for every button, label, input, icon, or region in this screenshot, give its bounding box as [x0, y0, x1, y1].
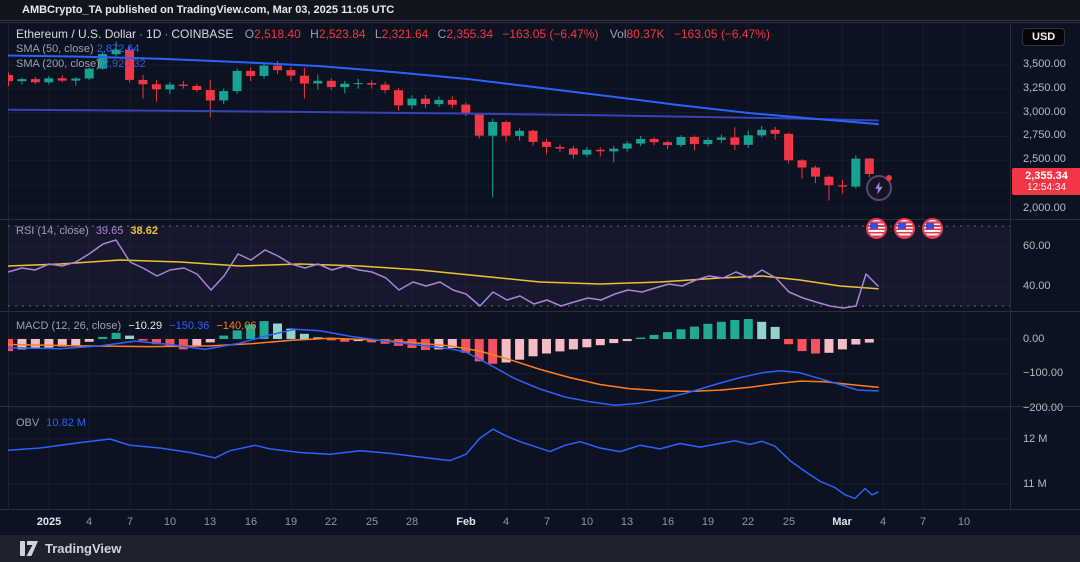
event-flag-icon[interactable]	[866, 218, 887, 239]
rsi-ma-value: 38.62	[130, 225, 158, 237]
publish-banner: AMBCrypto_TA published on TradingView.co…	[0, 0, 1080, 21]
open-label: O	[244, 27, 255, 41]
time-label: 25	[365, 516, 379, 528]
bar-countdown: 12:54:34	[1027, 182, 1066, 193]
alert-lightning-icon[interactable]	[866, 175, 892, 201]
time-label: 22	[324, 516, 338, 528]
macd-line-value: −150.36	[169, 320, 210, 332]
symbol-legend[interactable]: Ethereum / U.S. Dollar · 1D · COINBASE O2,51…	[16, 27, 770, 72]
tradingview-logo-icon[interactable]	[20, 541, 38, 556]
obv-value: 10.82 M	[46, 417, 87, 429]
close-label: C	[437, 27, 447, 41]
obv-label: OBV	[16, 417, 40, 429]
currency-toggle[interactable]: USD	[1022, 28, 1066, 46]
axis-label: 2,000.00	[1023, 202, 1066, 214]
axis-label: 0.00	[1023, 333, 1045, 345]
time-label: 7	[919, 516, 927, 528]
axis-label: 3,500.00	[1023, 58, 1066, 70]
axis-label: 2,500.00	[1023, 153, 1066, 165]
time-label: 2025	[36, 516, 62, 528]
time-label: 10	[580, 516, 594, 528]
separator-dot: ·	[164, 27, 169, 41]
macd-hist-value: −10.29	[128, 320, 163, 332]
axis-label: 3,000.00	[1023, 106, 1066, 118]
change-value: −163.05 (−6.47%)	[502, 27, 599, 41]
time-label: 10	[957, 516, 971, 528]
time-label: 19	[284, 516, 298, 528]
time-label: 22	[741, 516, 755, 528]
low-value: 2,321.64	[381, 27, 429, 41]
macd-label: MACD (12, 26, close)	[16, 320, 122, 332]
axis-label: 11 M	[1023, 478, 1047, 490]
sma50-label: SMA (50, close)	[16, 43, 94, 55]
time-label: 13	[620, 516, 634, 528]
pane-separator[interactable]	[0, 406, 1080, 407]
axis-label: 60.00	[1023, 240, 1051, 252]
event-flag-icon[interactable]	[922, 218, 943, 239]
sma200-legend[interactable]: SMA (200, close) 2,920.32	[16, 57, 770, 71]
axis-label: 3,250.00	[1023, 82, 1066, 94]
exchange-label: COINBASE	[171, 27, 234, 41]
rsi-value: 39.65	[95, 225, 124, 237]
time-label: 4	[879, 516, 887, 528]
time-label: 25	[782, 516, 796, 528]
publish-banner-text: AMBCrypto_TA published on TradingView.co…	[22, 4, 395, 16]
rsi-label: RSI (14, close)	[16, 225, 89, 237]
time-label: 16	[661, 516, 675, 528]
symbol-title[interactable]: Ethereum / U.S. Dollar	[16, 27, 137, 41]
obv-legend[interactable]: OBV 10.82 M	[16, 417, 90, 429]
sma50-legend[interactable]: SMA (50, close) 2,872.64	[16, 42, 770, 56]
lightning-glyph	[875, 181, 883, 195]
sma200-value: 2,920.32	[102, 58, 146, 70]
price-scale[interactable]: USD 3,500.00 3,250.00 3,000.00 2,750.00 2,50…	[1010, 23, 1080, 509]
symbol-row[interactable]: Ethereum / U.S. Dollar · 1D · COINBASE O2,51…	[16, 27, 770, 41]
tradingview-brand[interactable]: TradingView	[45, 541, 122, 556]
time-label: 13	[203, 516, 217, 528]
time-label: 10	[163, 516, 177, 528]
macd-legend[interactable]: MACD (12, 26, close) −10.29 −150.36 −140…	[16, 320, 260, 332]
axis-label: 2,750.00	[1023, 129, 1066, 141]
axis-label: 40.00	[1023, 280, 1051, 292]
time-label: 28	[405, 516, 419, 528]
open-value: 2,518.40	[254, 27, 301, 41]
pane-separator[interactable]	[0, 219, 1080, 220]
interval-label[interactable]: 1D	[146, 27, 162, 41]
time-label: 7	[126, 516, 134, 528]
axis-label: −100.00	[1023, 367, 1064, 379]
high-value: 2,523.84	[318, 27, 366, 41]
time-label: 19	[701, 516, 715, 528]
axis-label: −200.00	[1023, 402, 1064, 414]
tradingview-footer: TradingView	[0, 535, 1080, 562]
last-price-value: 2,355.34	[1025, 170, 1068, 182]
last-price-label: 2,355.34 12:54:34	[1012, 168, 1080, 195]
sma50-value: 2,872.64	[96, 43, 140, 55]
time-label: 4	[502, 516, 510, 528]
time-label: Mar	[832, 516, 852, 528]
time-scale[interactable]: 2025 4 7 10 13 16 19 22 25 28 Feb 4 7 10 13 16 19 22 25 Mar…	[0, 509, 1080, 536]
notification-dot	[886, 175, 892, 181]
volume-label: Vol	[609, 27, 627, 41]
high-label: H	[310, 27, 319, 41]
rsi-legend[interactable]: RSI (14, close) 39.65 38.62	[16, 225, 162, 237]
time-label: Feb	[456, 516, 476, 528]
time-label: 7	[543, 516, 551, 528]
event-flag-icon[interactable]	[894, 218, 915, 239]
low-label: L	[374, 27, 382, 41]
separator-dot: ·	[139, 27, 144, 41]
time-label: 4	[85, 516, 93, 528]
macd-signal-value: −140.06	[216, 320, 257, 332]
volume-change: −163.05 (−6.47%)	[673, 27, 770, 41]
chart-area: Ethereum / U.S. Dollar · 1D · COINBASE O2,51…	[0, 22, 1080, 536]
time-label: 16	[244, 516, 258, 528]
close-value: 2,355.34	[446, 27, 494, 41]
axis-label: 12 M	[1023, 433, 1048, 445]
sma200-label: SMA (200, close)	[16, 58, 100, 70]
volume-value: 80.37K	[626, 27, 665, 41]
pane-separator[interactable]	[0, 311, 1080, 312]
